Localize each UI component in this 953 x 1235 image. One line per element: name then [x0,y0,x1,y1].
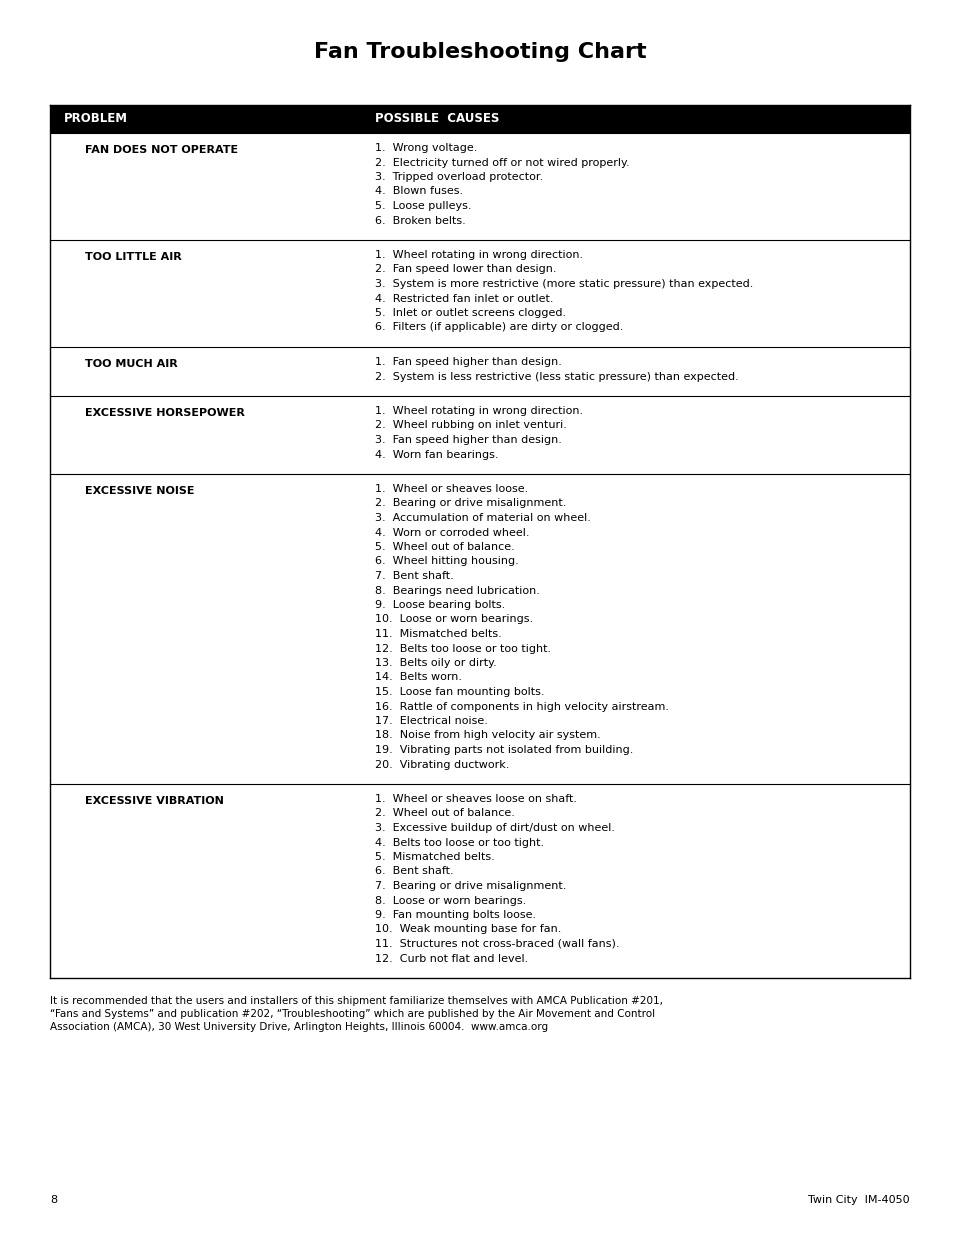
Text: 9.  Loose bearing bolts.: 9. Loose bearing bolts. [375,600,505,610]
Text: 3.  Excessive buildup of dirt/dust on wheel.: 3. Excessive buildup of dirt/dust on whe… [375,823,615,832]
Text: 4.  Blown fuses.: 4. Blown fuses. [375,186,462,196]
Text: 1.  Wheel or sheaves loose on shaft.: 1. Wheel or sheaves loose on shaft. [375,794,577,804]
Text: 19.  Vibrating parts not isolated from building.: 19. Vibrating parts not isolated from bu… [375,745,633,755]
Bar [50,105,909,133]
Text: 11.  Structures not cross-braced (wall fans).: 11. Structures not cross-braced (wall fa… [375,939,618,948]
Text: 4.  Belts too loose or too tight.: 4. Belts too loose or too tight. [375,837,543,847]
Text: 16.  Rattle of components in high velocity airstream.: 16. Rattle of components in high velocit… [375,701,668,711]
Text: 9.  Fan mounting bolts loose.: 9. Fan mounting bolts loose. [375,910,536,920]
Text: EXCESSIVE VIBRATION: EXCESSIVE VIBRATION [85,797,224,806]
Text: TOO LITTLE AIR: TOO LITTLE AIR [85,252,182,262]
Text: 1.  Wheel or sheaves loose.: 1. Wheel or sheaves loose. [375,484,528,494]
Text: 5.  Mismatched belts.: 5. Mismatched belts. [375,852,495,862]
Text: Fan Troubleshooting Chart: Fan Troubleshooting Chart [314,42,645,62]
Text: 4.  Worn fan bearings.: 4. Worn fan bearings. [375,450,498,459]
Text: 2.  Wheel rubbing on inlet venturi.: 2. Wheel rubbing on inlet venturi. [375,420,566,431]
Text: 10.  Weak mounting base for fan.: 10. Weak mounting base for fan. [375,925,560,935]
Text: 6.  Bent shaft.: 6. Bent shaft. [375,867,453,877]
Text: 12.  Curb not flat and level.: 12. Curb not flat and level. [375,953,528,963]
Text: 12.  Belts too loose or too tight.: 12. Belts too loose or too tight. [375,643,551,653]
Text: 7.  Bent shaft.: 7. Bent shaft. [375,571,454,580]
Text: 13.  Belts oily or dirty.: 13. Belts oily or dirty. [375,658,497,668]
Text: 1.  Wheel rotating in wrong direction.: 1. Wheel rotating in wrong direction. [375,249,582,261]
Text: 6.  Filters (if applicable) are dirty or clogged.: 6. Filters (if applicable) are dirty or … [375,322,622,332]
Text: PROBLEM: PROBLEM [64,112,128,126]
Text: EXCESSIVE HORSEPOWER: EXCESSIVE HORSEPOWER [85,409,245,419]
Text: 3.  Fan speed higher than design.: 3. Fan speed higher than design. [375,435,561,445]
Text: 6.  Broken belts.: 6. Broken belts. [375,215,465,226]
Text: 2.  Electricity turned off or not wired properly.: 2. Electricity turned off or not wired p… [375,158,629,168]
Text: TOO MUCH AIR: TOO MUCH AIR [85,359,177,369]
Text: 5.  Loose pulleys.: 5. Loose pulleys. [375,201,471,211]
Text: 8.  Bearings need lubrication.: 8. Bearings need lubrication. [375,585,539,595]
Text: 15.  Loose fan mounting bolts.: 15. Loose fan mounting bolts. [375,687,544,697]
Text: 14.  Belts worn.: 14. Belts worn. [375,673,461,683]
Text: 4.  Restricted fan inlet or outlet.: 4. Restricted fan inlet or outlet. [375,294,553,304]
Text: 3.  System is more restrictive (more static pressure) than expected.: 3. System is more restrictive (more stat… [375,279,753,289]
Text: 1.  Wrong voltage.: 1. Wrong voltage. [375,143,476,153]
Text: 8: 8 [50,1195,57,1205]
Text: 3.  Tripped overload protector.: 3. Tripped overload protector. [375,172,542,182]
Text: 5.  Wheel out of balance.: 5. Wheel out of balance. [375,542,515,552]
Text: 17.  Electrical noise.: 17. Electrical noise. [375,716,487,726]
Text: 4.  Worn or corroded wheel.: 4. Worn or corroded wheel. [375,527,529,537]
Text: FAN DOES NOT OPERATE: FAN DOES NOT OPERATE [85,146,238,156]
Text: 6.  Wheel hitting housing.: 6. Wheel hitting housing. [375,557,518,567]
Text: 2.  Fan speed lower than design.: 2. Fan speed lower than design. [375,264,556,274]
Text: 1.  Wheel rotating in wrong direction.: 1. Wheel rotating in wrong direction. [375,406,582,416]
Text: 10.  Loose or worn bearings.: 10. Loose or worn bearings. [375,615,533,625]
Text: 3.  Accumulation of material on wheel.: 3. Accumulation of material on wheel. [375,513,590,522]
Text: POSSIBLE  CAUSES: POSSIBLE CAUSES [375,112,498,126]
Text: 2.  Wheel out of balance.: 2. Wheel out of balance. [375,809,515,819]
Text: 2.  System is less restrictive (less static pressure) than expected.: 2. System is less restrictive (less stat… [375,372,738,382]
Text: 8.  Loose or worn bearings.: 8. Loose or worn bearings. [375,895,526,905]
Text: 20.  Vibrating ductwork.: 20. Vibrating ductwork. [375,760,509,769]
Text: 18.  Noise from high velocity air system.: 18. Noise from high velocity air system. [375,730,600,741]
Text: 2.  Bearing or drive misalignment.: 2. Bearing or drive misalignment. [375,499,566,509]
Text: EXCESSIVE NOISE: EXCESSIVE NOISE [85,487,194,496]
Text: 11.  Mismatched belts.: 11. Mismatched belts. [375,629,501,638]
Text: 7.  Bearing or drive misalignment.: 7. Bearing or drive misalignment. [375,881,566,890]
Text: Twin City  IM-4050: Twin City IM-4050 [807,1195,909,1205]
Text: 1.  Fan speed higher than design.: 1. Fan speed higher than design. [375,357,561,367]
Text: It is recommended that the users and installers of this shipment familiarize the: It is recommended that the users and ins… [50,995,662,1032]
Text: 5.  Inlet or outlet screens clogged.: 5. Inlet or outlet screens clogged. [375,308,565,317]
